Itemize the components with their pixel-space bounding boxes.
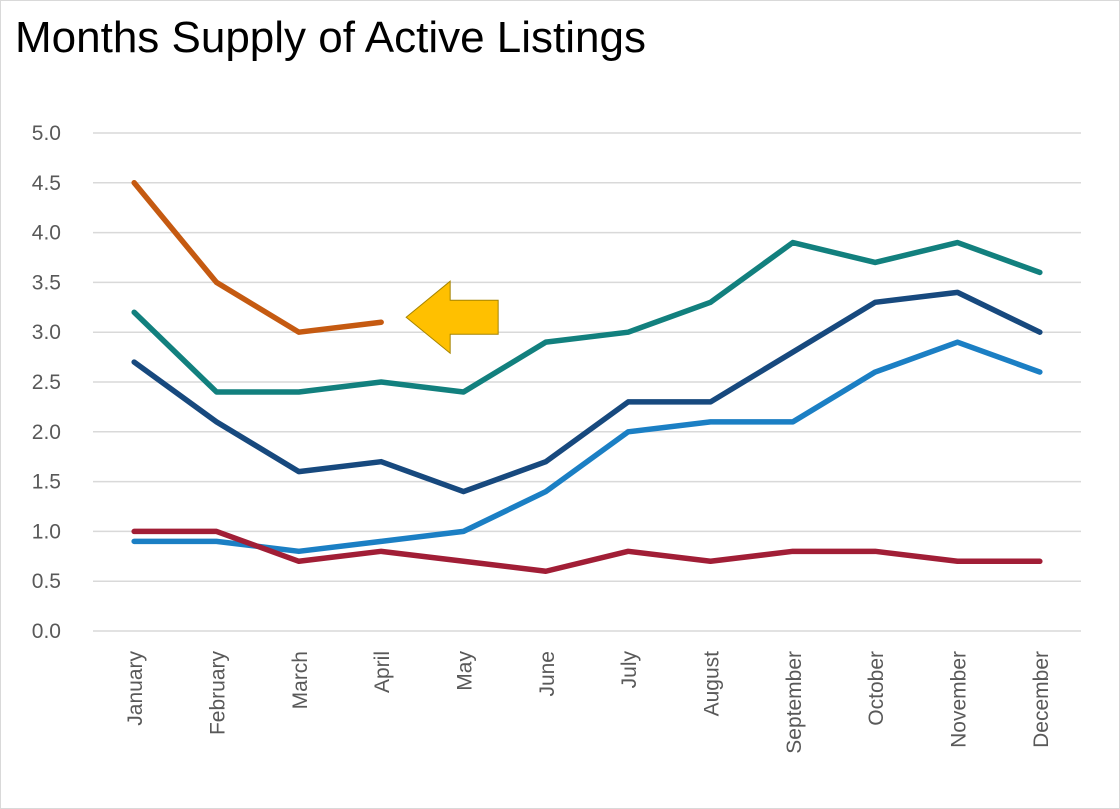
x-axis-category-labels: January February March April May June July Augu… — [124, 651, 1053, 754]
y-axis-tick-labels: 0.0 0.5 1.0 1.5 2.0 2.5 3.0 3.5 4.0 4.5 5.0 — [32, 122, 61, 643]
gridlines — [93, 132, 1081, 632]
x-category-label: April — [371, 651, 394, 693]
x-category-label: December — [1030, 651, 1053, 748]
x-category-label: November — [948, 651, 971, 748]
y-tick-label: 2.0 — [32, 421, 61, 444]
series-line-1 — [131, 180, 384, 335]
y-tick-label: 0.5 — [32, 570, 61, 593]
y-tick-label: 4.0 — [32, 222, 61, 245]
series-line-2 — [131, 239, 1043, 395]
y-tick-label: 3.5 — [32, 271, 61, 294]
y-tick-label: 2.5 — [32, 371, 61, 394]
y-tick-label: 1.0 — [32, 520, 61, 543]
x-category-label: September — [783, 651, 806, 754]
x-category-label: June — [536, 651, 559, 697]
chart-title: Months Supply of Active Listings — [15, 13, 646, 62]
series-lines — [131, 180, 1043, 574]
y-tick-label: 3.0 — [32, 321, 61, 344]
x-category-label: October — [865, 651, 888, 726]
x-category-label: January — [124, 651, 147, 726]
x-category-label: August — [701, 651, 724, 717]
series-line-3 — [131, 289, 1043, 495]
x-category-label: March — [289, 651, 312, 709]
left-arrow-icon — [405, 280, 499, 355]
x-category-label: July — [618, 651, 641, 689]
annotations — [405, 280, 499, 355]
y-tick-label: 5.0 — [32, 122, 61, 145]
y-tick-label: 0.0 — [32, 620, 61, 643]
y-tick-label: 4.5 — [32, 172, 61, 195]
x-category-label: February — [207, 651, 230, 736]
series-line-5 — [131, 528, 1043, 574]
y-tick-label: 1.5 — [32, 471, 61, 494]
series-line-4 — [131, 339, 1043, 555]
x-category-label: May — [454, 651, 477, 691]
